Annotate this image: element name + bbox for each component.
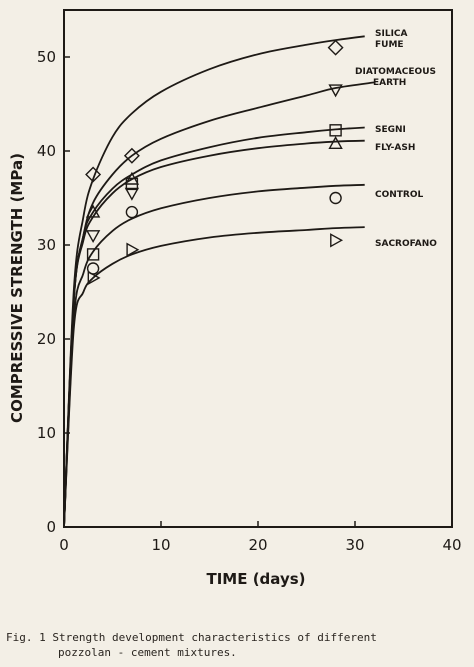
marker-control	[329, 191, 342, 205]
x-tick-label: 10	[151, 536, 170, 554]
marker-sacrofano	[126, 242, 140, 257]
y-tick-label: 30	[37, 236, 56, 254]
series-label-line: CONTROL	[375, 190, 424, 200]
caption-line-1: Fig. 1 Strength development characterist…	[6, 631, 377, 644]
series-label-segni: SEGNI	[375, 125, 406, 135]
series-label-sacrofano: SACROFANO	[375, 239, 437, 249]
x-tick-label: 20	[248, 536, 267, 554]
marker-diatomaceous-earth	[328, 84, 343, 98]
series-label-silica-fume: SILICA FUME	[375, 29, 408, 50]
marker-segni	[86, 248, 100, 261]
x-tick-label: 40	[442, 536, 461, 554]
marker-silica-fume	[85, 166, 102, 183]
x-axis-label: TIME (days)	[206, 570, 305, 588]
caption-line-2: pozzolan - cement mixtures.	[58, 646, 237, 659]
x-tick-label: 30	[345, 536, 364, 554]
marker-silica-fume	[123, 147, 140, 164]
marker-control	[125, 205, 139, 219]
series-label-line: FUME	[375, 40, 404, 50]
curve-diatomaceous-earth	[63, 81, 375, 528]
y-tick-label: 50	[37, 48, 56, 66]
y-tick-label: 10	[37, 424, 56, 442]
marker-diatomaceous-earth	[124, 187, 140, 201]
x-tick-label: 0	[59, 536, 69, 554]
y-tick-label: 40	[37, 142, 56, 160]
marker-fly-ash	[124, 171, 140, 185]
series-label-line: DIATOMACEOUS	[355, 67, 436, 77]
y-tick-label: 20	[37, 330, 56, 348]
curve-fly-ash	[63, 139, 365, 528]
marker-silica-fume	[327, 39, 344, 56]
series-label-line: SACROFANO	[375, 239, 437, 249]
marker-fly-ash	[328, 136, 343, 149]
curve-sacrofano	[63, 226, 365, 528]
series-label-line: FLY-ASH	[375, 143, 415, 153]
curve-silica-fume	[63, 35, 365, 528]
figure-caption: Fig. 1 Strength development characterist…	[6, 630, 466, 660]
marker-sacrofano	[330, 233, 344, 248]
marker-diatomaceous-earth	[85, 230, 101, 244]
y-tick-label: 0	[46, 518, 56, 536]
marker-segni	[329, 124, 342, 137]
series-label-line: SILICA	[375, 29, 408, 39]
y-axis-label: COMPRESSIVE STRENGTH (MPa)	[8, 153, 26, 423]
series-label-fly-ash: FLY-ASH	[375, 143, 415, 153]
series-label-line: SEGNI	[375, 125, 406, 135]
series-label-line: EARTH	[373, 78, 406, 88]
marker-fly-ash	[85, 204, 101, 218]
marker-sacrofano	[87, 270, 101, 286]
series-label-diatomaceous-earth: DIATOMACEOUS EARTH	[355, 67, 436, 88]
series-label-control: CONTROL	[375, 190, 424, 200]
